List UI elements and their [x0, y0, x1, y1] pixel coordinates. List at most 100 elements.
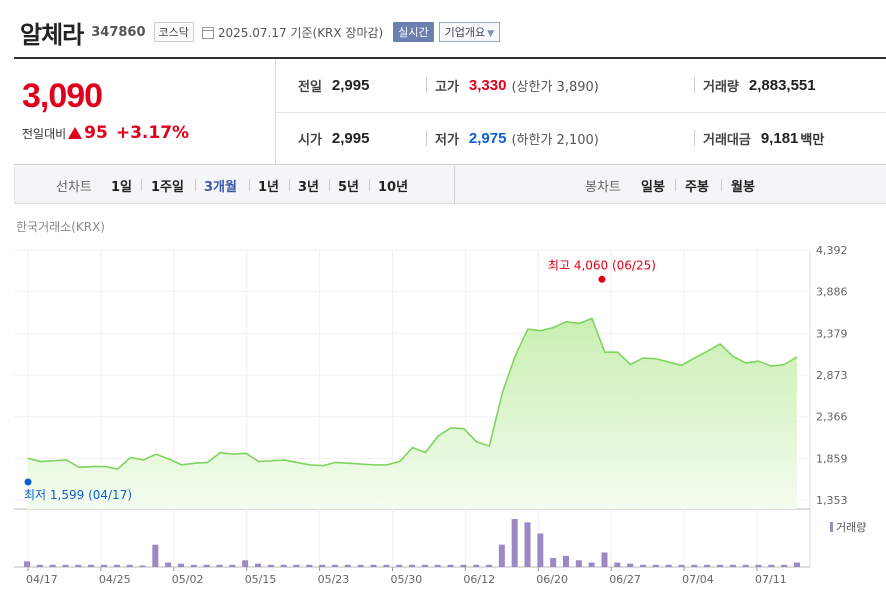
y-tick-label: 1,353: [816, 494, 848, 507]
volume-bar: [49, 564, 56, 567]
volume-bar: [409, 564, 415, 567]
candle-chart-label: 봉차트: [585, 180, 621, 195]
separator: [195, 179, 196, 191]
y-tick-label: 3,886: [816, 286, 848, 299]
volume-bar: [396, 564, 403, 567]
high-label: 고가: [435, 79, 459, 95]
volume-bar: [421, 564, 428, 567]
current-price-panel: 3,090 전일대비 95 +3.17%: [14, 59, 276, 165]
volume-bar: [229, 564, 236, 567]
period-10y[interactable]: 10년: [378, 180, 409, 195]
candle-monthly[interactable]: 월봉: [731, 180, 755, 195]
period-5y[interactable]: 5년: [338, 180, 360, 195]
high-cell: 고가 3,330 (상한가 3,890): [435, 75, 599, 95]
period-1d[interactable]: 1일: [111, 180, 133, 195]
x-tick-label: 05/30: [391, 573, 423, 586]
volume-bar: [293, 564, 300, 567]
company-overview-dropdown[interactable]: 기업개요 ▼: [438, 22, 501, 42]
separator: [289, 179, 290, 191]
volume-bar: [691, 564, 698, 567]
realtime-button[interactable]: 실시간: [393, 22, 434, 42]
volume-bar: [729, 564, 736, 567]
separator: [426, 130, 427, 146]
volume-bar: [357, 564, 364, 567]
volume-bar: [614, 562, 621, 567]
y-tick-label: 2,366: [816, 411, 848, 424]
volume-bar: [601, 552, 608, 567]
volume-bar: [755, 564, 762, 567]
volume-bar: [101, 564, 107, 567]
open-label: 시가: [298, 132, 322, 148]
prev-close-label: 전일: [298, 79, 322, 95]
prev-close-cell: 전일 2,995: [298, 75, 369, 95]
volume-bar: [434, 564, 441, 567]
volume-cell: 거래량 2,883,551: [703, 75, 816, 95]
volume-bar: [717, 564, 723, 567]
volume-bar: [473, 564, 480, 567]
volume-bar: [665, 564, 672, 567]
change-percent: +3.17%: [115, 123, 190, 143]
y-tick-label: 4,392: [816, 244, 848, 257]
candle-daily[interactable]: 일봉: [641, 180, 665, 195]
volume-bar: [267, 564, 274, 567]
trading-value-cell: 거래대금 9,181 백만: [703, 128, 824, 148]
volume-bar: [242, 560, 249, 567]
volume-bar: [498, 544, 505, 567]
low-point-marker: [24, 478, 32, 486]
x-tick-label: 05/15: [245, 573, 277, 586]
volume-label: 거래량: [703, 79, 739, 95]
separator: [329, 179, 330, 191]
low-cell: 저가 2,975 (하한가 2,100): [435, 128, 599, 148]
up-triangle-icon: [68, 127, 83, 139]
volume-bar: [563, 555, 569, 567]
volume-legend-swatch: [830, 522, 833, 532]
low-annotation: 최저 1,599 (04/17): [24, 488, 132, 502]
volume-bar: [36, 564, 43, 567]
volume-bar: [768, 564, 775, 567]
volume-bar: [113, 564, 120, 567]
high-point-marker: [598, 275, 606, 283]
period-3y[interactable]: 3년: [298, 180, 320, 195]
change-row: 전일대비 95 +3.17%: [22, 123, 189, 143]
change-label: 전일대비: [22, 126, 67, 141]
separator: [721, 179, 722, 191]
separator: [249, 179, 250, 191]
volume-bar: [139, 565, 146, 567]
trading-value-label: 거래대금: [703, 132, 751, 148]
period-1w[interactable]: 1주일: [151, 180, 184, 195]
candle-weekly[interactable]: 주봉: [685, 180, 709, 195]
volume-bar: [511, 519, 518, 567]
low-value: 2,975: [468, 129, 507, 147]
change-value: 95: [84, 123, 108, 143]
volume-bar: [370, 564, 377, 567]
volume-bar: [88, 564, 95, 567]
price-summary: 3,090 전일대비 95 +3.17% 전일 2,995 고가 3,330 (…: [14, 57, 886, 165]
separator: [369, 179, 370, 191]
trading-value: 9,181: [760, 129, 799, 147]
bar-divider: [454, 166, 455, 204]
open-value: 2,995: [331, 129, 370, 147]
separator: [426, 77, 427, 93]
volume-bar: [704, 564, 711, 567]
x-tick-label: 07/04: [682, 573, 714, 586]
volume-bar: [126, 564, 133, 567]
x-tick-label: 06/20: [536, 573, 568, 586]
company-overview-label: 기업개요: [444, 26, 486, 39]
x-tick-label: 07/11: [755, 573, 787, 586]
period-1y[interactable]: 1년: [258, 180, 280, 195]
data-source-label: 한국거래소(KRX): [16, 220, 105, 234]
period-3m[interactable]: 3개월: [204, 180, 237, 195]
volume-bar: [306, 564, 313, 567]
volume-bar: [524, 522, 531, 567]
volume-bar: [575, 560, 582, 567]
volume-bar: [190, 564, 197, 567]
volume-bar: [178, 563, 184, 567]
volume-bar: [203, 564, 210, 567]
low-label: 저가: [435, 132, 459, 148]
chevron-down-icon: ▼: [487, 29, 495, 39]
volume-bar: [332, 564, 338, 567]
open-cell: 시가 2,995: [298, 128, 369, 148]
separator: [675, 179, 676, 191]
volume-bar: [486, 564, 492, 567]
volume-bar: [742, 564, 749, 567]
